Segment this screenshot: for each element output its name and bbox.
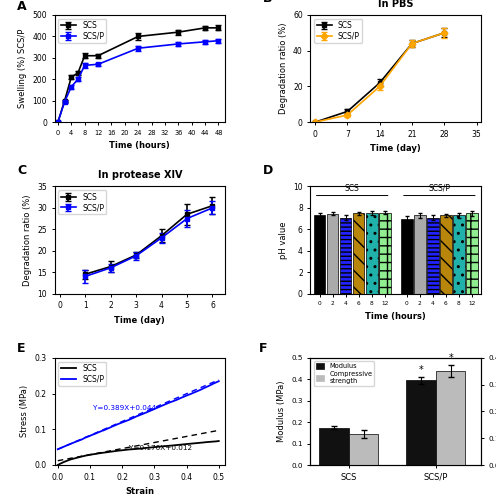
SCS xyxy=(56,462,62,468)
Bar xyxy=(353,213,365,294)
Y-axis label: Swelling (%) SCS/P: Swelling (%) SCS/P xyxy=(18,29,27,108)
Text: D: D xyxy=(263,164,273,176)
Text: *: * xyxy=(448,352,453,362)
Line: SCS/P: SCS/P xyxy=(58,381,219,450)
Legend: SCS, SCS/P: SCS, SCS/P xyxy=(314,19,362,43)
Bar xyxy=(340,218,352,294)
Bar xyxy=(440,216,452,294)
Y-axis label: Degradation ratio (%): Degradation ratio (%) xyxy=(23,194,32,286)
Bar xyxy=(436,371,465,465)
Bar xyxy=(379,212,390,294)
Text: *: * xyxy=(419,364,424,374)
Y-axis label: Modulus (MPa): Modulus (MPa) xyxy=(277,380,286,442)
SCS/P xyxy=(201,385,207,391)
Bar xyxy=(349,434,378,465)
Legend: SCS, SCS/P: SCS, SCS/P xyxy=(59,190,106,214)
Bar xyxy=(414,216,426,294)
Text: A: A xyxy=(17,0,27,12)
SCS xyxy=(151,444,157,450)
SCS/P xyxy=(151,406,157,412)
Text: Y=0.170X+0.012: Y=0.170X+0.012 xyxy=(128,445,192,451)
Y-axis label: Stress (MPa): Stress (MPa) xyxy=(20,386,29,438)
Bar xyxy=(401,218,413,294)
Text: Y=0.389X+0.044: Y=0.389X+0.044 xyxy=(93,404,156,410)
SCS xyxy=(55,462,61,468)
SCS xyxy=(153,444,159,450)
Text: SCS: SCS xyxy=(345,184,360,193)
Title: In PBS: In PBS xyxy=(378,0,414,8)
X-axis label: Strain: Strain xyxy=(125,487,154,496)
Text: SCS/P: SCS/P xyxy=(429,184,450,193)
Legend: Modulus, Compressive
strength: Modulus, Compressive strength xyxy=(314,361,374,386)
Y-axis label: pH value: pH value xyxy=(279,221,288,258)
Bar xyxy=(319,428,349,465)
X-axis label: Time (hours): Time (hours) xyxy=(110,142,170,150)
Y-axis label: Degradation ratio (%): Degradation ratio (%) xyxy=(279,23,288,114)
SCS xyxy=(150,444,156,450)
SCS/P xyxy=(190,390,196,396)
SCS/P xyxy=(153,405,159,411)
SCS/P xyxy=(150,406,156,412)
SCS xyxy=(216,438,222,444)
SCS/P xyxy=(216,378,222,384)
Title: In protease XIV: In protease XIV xyxy=(98,170,182,180)
SCS/P xyxy=(55,446,61,452)
Text: E: E xyxy=(17,342,25,355)
Bar xyxy=(314,216,325,294)
Bar xyxy=(406,380,436,465)
Bar xyxy=(453,216,465,294)
Bar xyxy=(327,214,338,294)
Legend: SCS, SCS/P: SCS, SCS/P xyxy=(59,19,106,43)
SCS xyxy=(201,440,207,446)
Bar xyxy=(427,218,438,294)
Bar xyxy=(466,213,478,294)
Text: B: B xyxy=(263,0,272,5)
SCS xyxy=(190,440,196,446)
Bar xyxy=(366,213,377,294)
Line: SCS: SCS xyxy=(58,441,219,465)
Text: F: F xyxy=(259,342,268,355)
X-axis label: Time (hours): Time (hours) xyxy=(366,312,426,321)
X-axis label: Time (day): Time (day) xyxy=(371,144,421,154)
SCS/P xyxy=(56,446,62,452)
Text: C: C xyxy=(17,164,26,176)
Legend: SCS, SCS/P: SCS, SCS/P xyxy=(59,362,106,386)
X-axis label: Time (day): Time (day) xyxy=(115,316,165,325)
